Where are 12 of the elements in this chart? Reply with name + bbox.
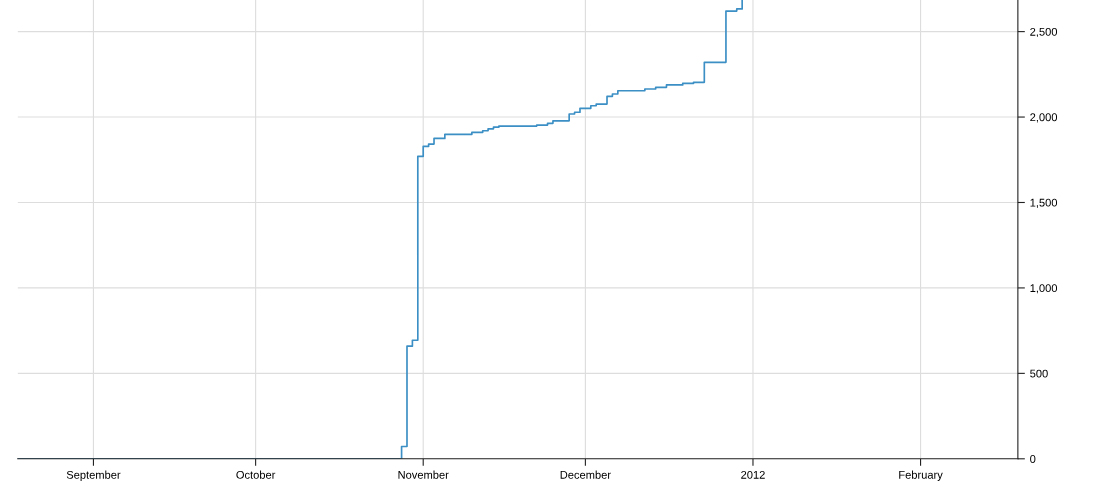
y-tick-label: 1,500	[1030, 198, 1058, 208]
y-tick-label: 2,000	[1030, 113, 1058, 123]
y-tick-label: 2,500	[1030, 27, 1058, 38]
x-tick-label: February	[899, 470, 943, 481]
x-tick-label: September	[66, 470, 121, 481]
x-tick-label: 2012	[741, 470, 765, 479]
y-tick-label: 0	[1030, 455, 1036, 463]
x-tick-label: October	[236, 470, 276, 479]
x-tick-label: December	[560, 470, 611, 479]
x-tick-label: November	[398, 470, 449, 479]
y-tick-label: 500	[1030, 369, 1048, 378]
y-tick-label: 1,000	[1030, 284, 1058, 294]
